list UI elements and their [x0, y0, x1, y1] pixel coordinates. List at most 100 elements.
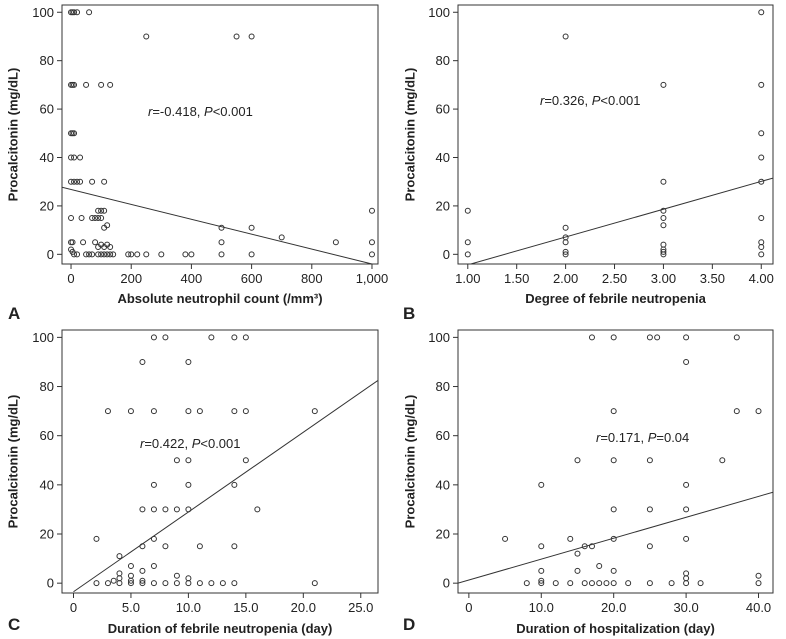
annotation-r-symbol: r: [596, 430, 601, 445]
data-point: [77, 154, 84, 161]
data-point: [185, 481, 192, 488]
data-point: [254, 506, 261, 513]
y-axis-title: Procalcitonin (mg/dL): [6, 68, 21, 202]
data-point: [719, 457, 726, 464]
y-tick-label: 40: [40, 150, 54, 165]
x-tick-label: 2.50: [602, 271, 627, 286]
data-point: [89, 215, 96, 222]
x-axis-title: Absolute neutrophil count (/mm³): [117, 291, 322, 306]
data-point: [74, 251, 81, 258]
data-point: [683, 481, 690, 488]
data-point: [538, 481, 545, 488]
data-point: [101, 251, 108, 258]
data-point: [758, 215, 765, 222]
data-point: [660, 207, 667, 214]
data-point: [71, 154, 78, 161]
x-tick-label: 5.0: [122, 600, 140, 615]
y-tick-label: 100: [32, 330, 54, 345]
annotation-r-symbol: r: [540, 93, 545, 108]
x-tick-label: 3.00: [651, 271, 676, 286]
annotation-p-text: <0.001: [600, 93, 640, 108]
y-tick-label: 20: [40, 527, 54, 542]
data-point: [107, 251, 114, 258]
x-tick-label: 25.0: [348, 600, 373, 615]
data-point: [185, 457, 192, 464]
data-point: [127, 562, 134, 569]
y-tick-label: 80: [40, 53, 54, 68]
data-point: [158, 251, 165, 258]
panel-d: 0 10.0 20.0 30.0 40.0 0 20 40 60 80 100 Duration of…: [403, 329, 774, 636]
data-point: [668, 580, 675, 587]
y-tick-label: 40: [436, 150, 450, 165]
data-point: [139, 506, 146, 513]
data-point: [683, 575, 690, 582]
data-point: [610, 580, 617, 587]
data-point: [196, 408, 203, 415]
data-point: [758, 244, 765, 251]
x-tick-label: 4.00: [749, 271, 774, 286]
x-tick-label: 0: [67, 271, 74, 286]
data-point: [683, 334, 690, 341]
data-point: [182, 251, 189, 258]
panel-letter: C: [8, 615, 20, 634]
data-point: [116, 553, 123, 560]
data-point: [242, 457, 249, 464]
data-point: [574, 457, 581, 464]
data-point: [95, 207, 102, 214]
y-tick-label: 100: [32, 5, 54, 20]
data-point: [104, 251, 111, 258]
data-point: [368, 207, 375, 214]
y-tick-label: 40: [40, 477, 54, 492]
data-point: [660, 178, 667, 185]
annotation-p-symbol: P: [648, 430, 657, 445]
x-tick-label: 400: [181, 271, 203, 286]
annotation-r-symbol: r: [140, 436, 145, 451]
data-point: [562, 251, 569, 258]
data-point: [69, 239, 76, 246]
data-point: [150, 562, 157, 569]
data-point: [74, 178, 81, 185]
data-point: [78, 215, 85, 222]
data-point: [150, 535, 157, 542]
y-tick-label: 60: [436, 428, 450, 443]
annotation-p-symbol: P: [592, 93, 601, 108]
data-point: [71, 178, 78, 185]
data-point: [588, 334, 595, 341]
data-point: [127, 580, 134, 587]
plot-frame: [457, 4, 774, 265]
x-tick-label: 20.0: [291, 600, 316, 615]
annotation-p-text: <0.001: [200, 436, 240, 451]
y-tick-label: 60: [40, 428, 54, 443]
y-tick-label: 0: [47, 576, 54, 591]
data-point: [98, 207, 105, 214]
data-point: [755, 408, 762, 415]
y-axis-title: Procalcitonin (mg/dL): [403, 395, 418, 529]
data-point: [231, 481, 238, 488]
data-point: [83, 81, 90, 88]
data-point: [733, 408, 740, 415]
panel-a: 0 200 400 600 800 1,000 0 20 40 60 80 100 Absolute n…: [6, 4, 388, 323]
data-point: [625, 580, 632, 587]
data-point: [231, 334, 238, 341]
data-point: [162, 543, 169, 550]
data-point: [162, 334, 169, 341]
data-point: [755, 580, 762, 587]
x-tick-label: 15.0: [233, 600, 258, 615]
y-tick-label: 20: [436, 527, 450, 542]
annotation-r-text: =0.326,: [544, 93, 591, 108]
y-tick-label: 60: [436, 102, 450, 117]
data-point: [231, 543, 238, 550]
y-tick-label: 100: [428, 5, 450, 20]
data-point: [248, 224, 255, 231]
data-point: [150, 334, 157, 341]
data-point: [683, 570, 690, 577]
data-point: [150, 580, 157, 587]
correlation-annotation: r=-0.418, P<0.001: [148, 104, 253, 119]
panel-letter: D: [403, 615, 415, 634]
annotation-p-symbol: P: [192, 436, 201, 451]
y-tick-label: 100: [428, 330, 450, 345]
data-point: [92, 239, 99, 246]
data-point: [83, 251, 90, 258]
data-point: [231, 580, 238, 587]
data-point: [660, 248, 667, 255]
